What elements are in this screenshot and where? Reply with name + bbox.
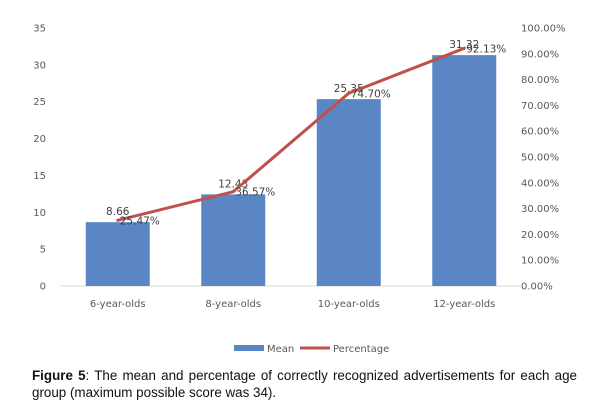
bar-value-label: 25.35 (334, 83, 364, 95)
right-axis-tick-label: 80.00% (521, 75, 559, 86)
left-axis-tick-label: 15 (33, 171, 46, 182)
left-axis-tick-label: 30 (33, 60, 46, 71)
right-axis-tick-label: 30.00% (521, 204, 559, 215)
left-axis-tick-label: 25 (33, 97, 46, 108)
line-percentage (117, 46, 465, 222)
right-axis-tick-label: 40.00% (521, 178, 559, 189)
line-point (347, 91, 351, 95)
category-label: 6-year-olds (90, 299, 146, 310)
line-point (462, 46, 466, 50)
caption-label: Figure 5 (32, 368, 86, 383)
left-axis-tick-label: 10 (33, 208, 46, 219)
bar-mean (432, 55, 497, 286)
category-label: 8-year-olds (205, 299, 261, 310)
line-point (116, 218, 120, 222)
combo-chart: 0 5 10 15 20 25 30 35 0.00% 10.00% 20.00% 30.00% 40… (33, 24, 566, 356)
line-value-label: 25.47% (120, 215, 160, 227)
category-labels: 6-year-olds 8-year-olds 10-year-olds 12-yea… (90, 299, 495, 310)
bar-data-labels: 8.66 12.43 25.35 31.32 (106, 39, 479, 218)
right-axis-tick-label: 10.00% (521, 256, 559, 267)
legend-swatch-mean (234, 345, 264, 351)
bar-series (85, 55, 497, 287)
left-axis-tick-label: 35 (33, 24, 46, 35)
line-data-labels: 25.47% 36.57% 74.70% 92.13% (120, 43, 507, 227)
bar-mean (85, 222, 150, 286)
right-axis-tick-label: 0.00% (521, 282, 553, 293)
bar-value-label: 31.32 (449, 39, 479, 51)
left-axis-tick-label: 20 (33, 134, 46, 145)
line-value-label: 74.70% (351, 88, 391, 100)
category-label: 12-year-olds (433, 299, 495, 310)
left-axis-ticks: 0 5 10 15 20 25 30 35 (33, 24, 46, 293)
right-axis-tick-label: 90.00% (521, 49, 559, 60)
right-axis-tick-label: 60.00% (521, 127, 559, 138)
legend: Mean Percentage (234, 344, 389, 355)
line-value-label: 36.57% (235, 187, 275, 199)
left-axis-tick-label: 0 (40, 282, 46, 293)
right-axis-tick-label: 70.00% (521, 101, 559, 112)
bar-value-label: 8.66 (106, 206, 130, 218)
right-axis-tick-label: 20.00% (521, 230, 559, 241)
left-axis-tick-label: 5 (40, 245, 46, 256)
legend-label-mean: Mean (267, 344, 294, 355)
right-axis-ticks: 0.00% 10.00% 20.00% 30.00% 40.00% 50.00% 60.00… (521, 24, 566, 293)
bar-mean (316, 99, 381, 287)
bar-value-label: 12.43 (218, 178, 248, 190)
category-label: 10-year-olds (318, 299, 380, 310)
caption-text: : The mean and percentage of correctly r… (32, 368, 577, 400)
right-axis-tick-label: 50.00% (521, 153, 559, 164)
line-point (231, 190, 235, 194)
figure-caption: Figure 5: The mean and percentage of cor… (32, 367, 577, 401)
line-value-label: 92.13% (466, 43, 506, 55)
line-series (116, 46, 466, 222)
right-axis-tick-label: 100.00% (521, 24, 566, 35)
bar-mean (201, 194, 266, 286)
legend-label-percentage: Percentage (333, 344, 389, 355)
